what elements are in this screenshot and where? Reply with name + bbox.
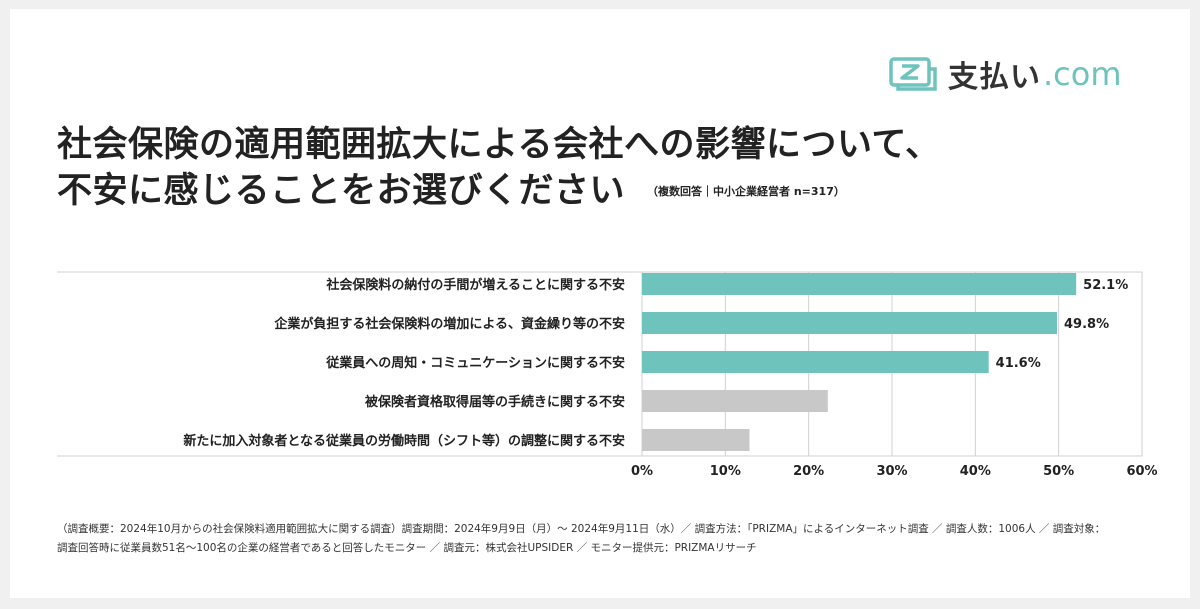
data-label: 41.6%	[996, 356, 1041, 371]
card-z-icon	[889, 57, 937, 91]
brand-name: 支払い	[948, 60, 1041, 95]
category-label: 被保険者資格取得届等の手続きに関する不安	[364, 394, 625, 410]
footnote-line-1: （調査概要：2024年10月からの社会保険料適用範囲拡大に関する調査）調査期間：…	[57, 523, 1106, 535]
category-label: 企業が負担する社会保険料の増加による、資金繰り等の不安	[273, 316, 625, 332]
survey-note: （複数回答｜中小企業経営者 n=317）	[647, 185, 845, 198]
footnote-line-2: 調査回答時に従業員数51名〜100名の企業の経営者であると回答したモニター ／ …	[57, 542, 757, 554]
infographic-card	[10, 9, 1190, 598]
x-tick-label: 60%	[1126, 464, 1157, 479]
x-tick-label: 30%	[876, 464, 907, 479]
bar	[642, 390, 828, 412]
bar	[642, 312, 1057, 334]
x-tick-label: 40%	[960, 464, 991, 479]
brand-domain: .com	[1043, 55, 1122, 93]
x-tick-label: 20%	[793, 464, 824, 479]
category-label: 従業員への周知・コミュニケーションに関する不安	[325, 355, 625, 371]
x-tick-label: 50%	[1043, 464, 1074, 479]
bar	[642, 273, 1077, 295]
brand-logo: 支払い .com	[888, 54, 1122, 95]
title-line-1: 社会保険の適用範囲拡大による会社への影響について、	[57, 125, 941, 165]
category-label: 新たに加入対象者となる従業員の労働時間（シフト等）の調整に関する不安	[183, 433, 625, 449]
x-tick-label: 0%	[631, 464, 653, 479]
page-title: 社会保険の適用範囲拡大による会社への影響について、 不安に感じることをお選びくだ…	[57, 122, 941, 215]
category-label: 社会保険料の納付の手間が増えることに関する不安	[325, 277, 625, 293]
bar	[642, 351, 989, 373]
survey-footnote: （調査概要：2024年10月からの社会保険料適用範囲拡大に関する調査）調査期間：…	[57, 520, 1157, 558]
title-line-2: 不安に感じることをお選びください	[57, 171, 626, 211]
bar	[642, 429, 750, 451]
x-tick-label: 10%	[710, 464, 741, 479]
data-label: 49.8%	[1064, 317, 1109, 332]
data-label: 52.1%	[1083, 278, 1128, 293]
